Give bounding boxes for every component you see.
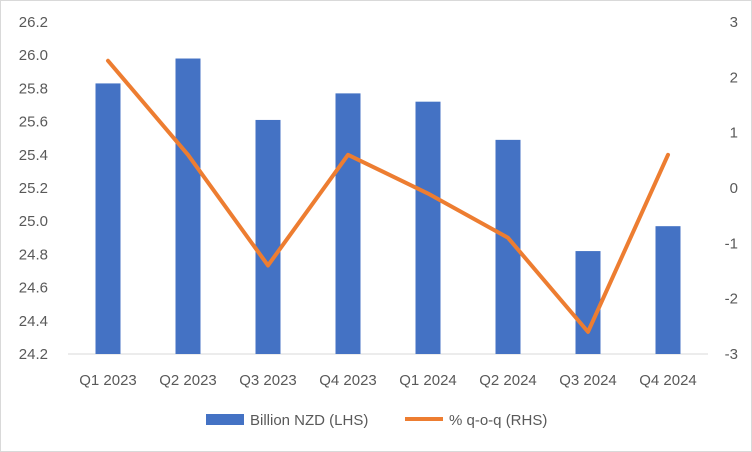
bar [335, 93, 361, 354]
x-tick-label: Q4 2024 [639, 372, 697, 389]
left-tick-label: 25.6 [19, 114, 48, 131]
left-tick-label: 24.2 [19, 346, 48, 363]
left-tick-label: 25.8 [19, 80, 48, 97]
right-tick-label: 3 [730, 14, 738, 31]
x-axis-ticks: Q1 2023 Q2 2023 Q3 2023 Q4 2023 Q1 2024 Q2 20… [79, 372, 697, 389]
right-tick-label: -3 [725, 346, 738, 363]
right-tick-label: -2 [725, 291, 738, 308]
x-tick-label: Q2 2023 [159, 372, 217, 389]
left-tick-label: 25.2 [19, 180, 48, 197]
x-tick-label: Q1 2023 [79, 372, 137, 389]
x-tick-label: Q1 2024 [399, 372, 457, 389]
bar [175, 58, 201, 355]
legend: Billion NZD (LHS) % q-o-q (RHS) [206, 412, 547, 429]
right-tick-label: 2 [730, 69, 738, 86]
left-tick-label: 24.8 [19, 246, 48, 263]
bar [255, 119, 281, 354]
bar [95, 83, 121, 355]
left-tick-label: 24.6 [19, 280, 48, 297]
x-tick-label: Q3 2023 [239, 372, 297, 389]
bar [415, 101, 441, 355]
x-tick-label: Q3 2024 [559, 372, 617, 389]
legend-line-label: % q-o-q (RHS) [449, 412, 547, 429]
right-tick-label: 0 [730, 180, 738, 197]
x-tick-label: Q2 2024 [479, 372, 537, 389]
line-series [106, 58, 670, 334]
left-tick-label: 26.0 [19, 47, 48, 64]
bar [655, 226, 681, 354]
right-tick-label: 1 [730, 125, 738, 142]
right-tick-label: -1 [725, 235, 738, 252]
bar [575, 251, 601, 354]
left-tick-label: 24.4 [19, 313, 48, 330]
left-tick-label: 26.2 [19, 14, 48, 31]
x-tick-label: Q4 2023 [319, 372, 377, 389]
left-tick-label: 25.4 [19, 147, 48, 164]
left-axis-ticks: 24.2 24.4 24.6 24.8 25.0 25.2 25.4 25.6 25.8 26.0… [19, 14, 48, 363]
left-tick-label: 25.0 [19, 213, 48, 230]
legend-bar-label: Billion NZD (LHS) [250, 412, 368, 429]
right-axis-ticks: -3 -2 -1 0 1 2 3 [725, 14, 738, 363]
legend-bar-swatch [206, 414, 244, 425]
bar-series [95, 58, 681, 355]
